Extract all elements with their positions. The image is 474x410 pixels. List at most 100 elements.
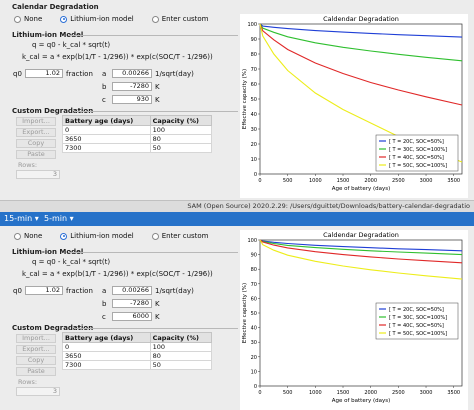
x-tick-label: 2500	[392, 390, 405, 396]
radio-lithium-ion-label: Lithium-ion model	[70, 232, 134, 240]
y-tick-label: 90	[251, 253, 257, 259]
import-button[interactable]: Import...	[16, 117, 56, 126]
table-cell[interactable]: 0	[62, 125, 151, 135]
radio-lithium-ion[interactable]: Lithium-ion model	[60, 232, 134, 240]
radio-none[interactable]: None	[14, 15, 42, 23]
rows-input[interactable]: 3	[16, 387, 60, 396]
radio-enter-custom-label: Enter custom	[161, 15, 209, 23]
table-cell[interactable]: 3650	[62, 134, 151, 144]
table-cell[interactable]: 50	[149, 143, 213, 153]
table-cell[interactable]: 80	[149, 134, 213, 144]
a-input[interactable]: 0.00266	[112, 286, 152, 295]
custom-degradation-header: Custom Degradation	[12, 324, 94, 332]
radio-none-label: None	[24, 232, 43, 240]
time-step-tab-bar: 15-min ▾ 5-min ▾	[0, 212, 474, 226]
y-tick-label: 30	[251, 340, 257, 346]
x-tick-label: 3000	[420, 390, 433, 396]
column-header-battery-age[interactable]: Battery age (days)	[62, 332, 151, 343]
tab-5-min[interactable]: 5-min ▾	[44, 212, 74, 226]
paste-button[interactable]: Paste	[16, 150, 56, 159]
y-tick-label: 100	[247, 238, 257, 244]
legend-box	[375, 134, 459, 172]
radio-enter-custom-dot[interactable]	[151, 15, 159, 23]
import-button[interactable]: Import...	[16, 334, 56, 343]
q0-unit: fraction	[66, 287, 93, 295]
rows-input[interactable]: 3	[16, 170, 60, 179]
q0-label: q0	[13, 70, 22, 78]
b-input[interactable]: -7280	[112, 82, 152, 91]
b-input[interactable]: -7280	[112, 299, 152, 308]
series-line-2	[259, 23, 463, 62]
radio-lithium-ion[interactable]: Lithium-ion model	[60, 15, 134, 23]
a-input[interactable]: 0.00266	[112, 69, 152, 78]
y-tick-label: 60	[251, 82, 257, 88]
column-header-battery-age[interactable]: Battery age (days)	[62, 115, 151, 126]
x-tick-label: 2000	[364, 178, 377, 184]
y-axis-label: Effective capacity (%)	[242, 283, 248, 343]
y-tick-label: 30	[251, 127, 257, 133]
y-tick-label: 10	[251, 369, 257, 375]
table-cell[interactable]: 3650	[62, 351, 151, 361]
table-cell[interactable]: 100	[149, 125, 213, 135]
top-panel: Calendar Degradation None Lithium-ion mo…	[0, 0, 474, 200]
table-row: 3650 80	[62, 134, 213, 144]
table-cell[interactable]: 0	[62, 342, 151, 352]
x-tick-label: 1000	[309, 178, 322, 184]
export-button[interactable]: Export...	[16, 345, 56, 354]
chart-title: Caldendar Degradation	[323, 15, 399, 23]
radio-none-label: None	[24, 15, 43, 23]
table-cell[interactable]: 80	[149, 351, 213, 361]
table-row: 0 100	[62, 342, 213, 352]
x-tick-label: 1500	[337, 390, 350, 396]
q0-input[interactable]: 1.02	[25, 286, 63, 295]
lithium-ion-separator	[68, 252, 238, 253]
chart-title: Caldendar Degradation	[323, 231, 399, 239]
q0-input[interactable]: 1.02	[25, 69, 63, 78]
legend-entry-3: [ T = 40C, SOC=50%]	[389, 323, 444, 329]
copy-button[interactable]: Copy	[16, 139, 56, 148]
radio-none[interactable]: None	[14, 232, 42, 240]
window-title: SAM (Open Source) 2020.2.29: /Users/dgui…	[187, 202, 470, 210]
radio-enter-custom[interactable]: Enter custom	[151, 15, 209, 23]
series-line-3	[259, 23, 463, 106]
copy-button[interactable]: Copy	[16, 356, 56, 365]
column-header-capacity[interactable]: Capacity (%)	[149, 332, 213, 343]
c-input[interactable]: 930	[112, 95, 152, 104]
x-axis-label: Age of battery (days)	[332, 398, 391, 404]
table-cell[interactable]: 100	[149, 342, 213, 352]
radio-none-dot[interactable]	[14, 15, 21, 23]
table-cell[interactable]: 50	[149, 360, 213, 370]
chevron-down-icon[interactable]: ▾	[34, 214, 39, 223]
table-cell[interactable]: 7300	[62, 360, 151, 370]
column-header-capacity[interactable]: Capacity (%)	[149, 115, 213, 126]
export-button[interactable]: Export...	[16, 128, 56, 137]
b-label: b	[102, 300, 107, 308]
lithium-ion-model-header: Lithium-ion Model	[12, 248, 84, 256]
y-tick-label: 20	[251, 142, 257, 148]
y-tick-label: 0	[254, 384, 257, 390]
a-unit: 1/sqrt(day)	[155, 70, 194, 78]
series-line-4	[259, 239, 463, 280]
c-input[interactable]: 6000	[112, 312, 152, 321]
radio-lithium-ion-label: Lithium-ion model	[70, 15, 134, 23]
radio-none-dot[interactable]	[14, 232, 21, 240]
a-unit: 1/sqrt(day)	[155, 287, 194, 295]
tab-15-min[interactable]: 15-min ▾	[4, 212, 39, 226]
bottom-panel: None Lithium-ion model Enter custom Lith…	[0, 226, 474, 410]
chevron-down-icon[interactable]: ▾	[69, 214, 74, 223]
calendar-degradation-chart-top: Caldendar Degradation 0 10 20 30 40 50 60 70 80 90…	[240, 14, 468, 198]
table-row: 7300 50	[62, 360, 213, 370]
chart-svg-top: Caldendar Degradation 0 10 20 30 40 50 60 70 80 90…	[242, 15, 463, 192]
custom-degradation-table: Battery age (days) Capacity (%) 0 100 365…	[62, 115, 213, 153]
c-label: c	[102, 96, 106, 104]
x-tick-label: 2500	[392, 178, 405, 184]
radio-lithium-ion-dot[interactable]	[60, 15, 68, 23]
radio-enter-custom[interactable]: Enter custom	[151, 232, 209, 240]
paste-button[interactable]: Paste	[16, 367, 56, 376]
table-cell[interactable]: 7300	[62, 143, 151, 153]
lithium-ion-separator	[68, 35, 238, 36]
y-tick-label: 40	[251, 112, 257, 118]
lithium-ion-model-header: Lithium-ion Model	[12, 31, 84, 39]
radio-lithium-ion-dot[interactable]	[60, 232, 68, 240]
radio-enter-custom-dot[interactable]	[151, 232, 159, 240]
